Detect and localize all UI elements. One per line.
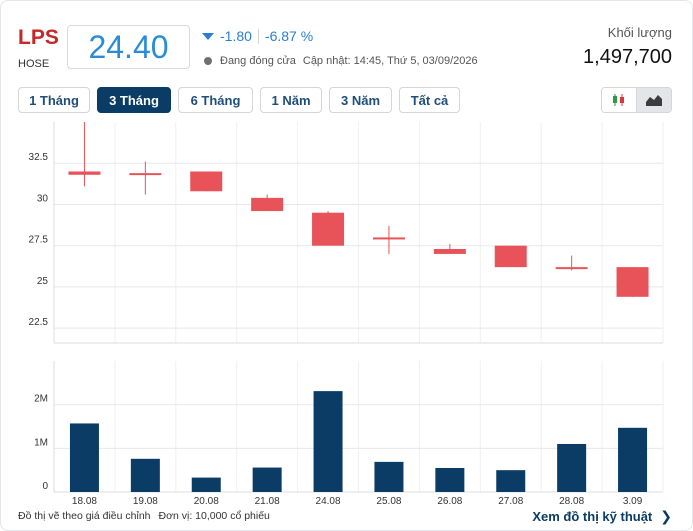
change-value: -1.80 bbox=[220, 28, 252, 44]
volume-bar[interactable] bbox=[496, 470, 526, 492]
candle-body[interactable] bbox=[372, 237, 405, 240]
price-axis-tick-label: 25 bbox=[37, 276, 49, 287]
price-change: -1.80 -6.87 % bbox=[202, 28, 313, 44]
chevron-right-icon: ❯ bbox=[660, 508, 672, 524]
update-time: Cập nhật: 14:45, Thứ 5, 03/09/2026 bbox=[302, 55, 478, 67]
market-status: Đang đóng cửa Cập nhật: 14:45, Thứ 5, 03… bbox=[204, 55, 478, 67]
date-axis-tick-label: 19.08 bbox=[133, 496, 158, 507]
volume-bar[interactable] bbox=[618, 427, 648, 492]
volume-value: 1,497,700 bbox=[583, 46, 672, 68]
date-axis-tick-label: 24.08 bbox=[316, 496, 341, 507]
price-axis-tick-label: 32.5 bbox=[29, 152, 49, 163]
divider bbox=[257, 28, 259, 44]
volume-bar[interactable] bbox=[252, 467, 282, 492]
candle-body[interactable] bbox=[68, 171, 101, 175]
volume-bar[interactable] bbox=[557, 443, 587, 492]
adjusted-price-note: Đồ thị vẽ theo giá điều chỉnh bbox=[18, 510, 151, 522]
price-axis-tick-label: 27.5 bbox=[29, 235, 49, 246]
exchange-label: HOSE bbox=[18, 58, 50, 70]
unit-note: Đơn vị: 10,000 cổ phiếu bbox=[158, 510, 270, 522]
candle-body[interactable] bbox=[616, 267, 649, 297]
volume-bar[interactable] bbox=[191, 477, 221, 492]
range-3-month-button[interactable]: 3 Tháng bbox=[97, 87, 171, 113]
date-axis-tick-label: 26.08 bbox=[437, 496, 462, 507]
date-axis-tick-label: 27.08 bbox=[498, 496, 523, 507]
date-axis-tick-label: 18.08 bbox=[72, 496, 97, 507]
ticker-symbol: LPS bbox=[18, 26, 59, 49]
range-all-button[interactable]: Tất cả bbox=[399, 87, 460, 113]
technical-chart-link-label: Xem đồ thị kỹ thuật bbox=[532, 509, 653, 524]
volume-bar[interactable] bbox=[374, 461, 404, 492]
price-axis-tick-label: 22.5 bbox=[29, 317, 49, 328]
candle-body[interactable] bbox=[251, 197, 284, 212]
volume-bar[interactable] bbox=[313, 391, 343, 492]
candlestick-toggle-button[interactable] bbox=[602, 88, 636, 112]
change-percent: -6.87 % bbox=[264, 28, 314, 44]
price-axis-tick-label: 30 bbox=[37, 193, 49, 204]
volume-bar[interactable] bbox=[69, 423, 99, 492]
range-6-month-button[interactable]: 6 Tháng bbox=[178, 87, 253, 113]
candle-body[interactable] bbox=[494, 245, 527, 268]
status-dot-icon bbox=[204, 57, 212, 65]
candle-body[interactable] bbox=[312, 212, 345, 246]
volume-axis-tick-label: 2M bbox=[34, 394, 48, 405]
date-axis-tick-label: 28.08 bbox=[559, 496, 584, 507]
date-axis-tick-label: 25.08 bbox=[376, 496, 401, 507]
range-1-month-button[interactable]: 1 Tháng bbox=[18, 87, 90, 113]
down-arrow-icon bbox=[202, 32, 214, 40]
volume-label: Khối lượng bbox=[607, 25, 672, 40]
candle-body[interactable] bbox=[190, 171, 223, 192]
technical-chart-link[interactable]: Xem đồ thị kỹ thuật ❯ bbox=[532, 508, 672, 525]
candle-body[interactable] bbox=[433, 248, 466, 254]
current-price: 24.40 bbox=[67, 25, 190, 69]
range-3-year-button[interactable]: 3 Năm bbox=[329, 87, 392, 113]
range-1-year-button[interactable]: 1 Năm bbox=[260, 87, 322, 113]
area-chart-toggle-button[interactable] bbox=[636, 88, 671, 112]
volume-axis-tick-label: 1M bbox=[34, 437, 48, 448]
date-axis-tick-label: 20.08 bbox=[194, 496, 219, 507]
status-text: Đang đóng cửa bbox=[220, 55, 296, 67]
chart-type-toggle bbox=[601, 87, 672, 113]
date-axis-tick-label: 3.09 bbox=[623, 496, 643, 507]
date-axis-tick-label: 21.08 bbox=[255, 496, 280, 507]
volume-bar[interactable] bbox=[130, 458, 160, 492]
candlestick-icon bbox=[613, 94, 624, 106]
candle-body[interactable] bbox=[129, 173, 162, 176]
volume-axis-tick-label: 0 bbox=[42, 481, 48, 492]
candle-body[interactable] bbox=[555, 267, 588, 270]
volume-bar[interactable] bbox=[435, 467, 465, 492]
area-chart-icon bbox=[646, 95, 662, 106]
chart-notes: Đồ thị vẽ theo giá điều chỉnh Đơn vị: 10… bbox=[18, 510, 270, 522]
